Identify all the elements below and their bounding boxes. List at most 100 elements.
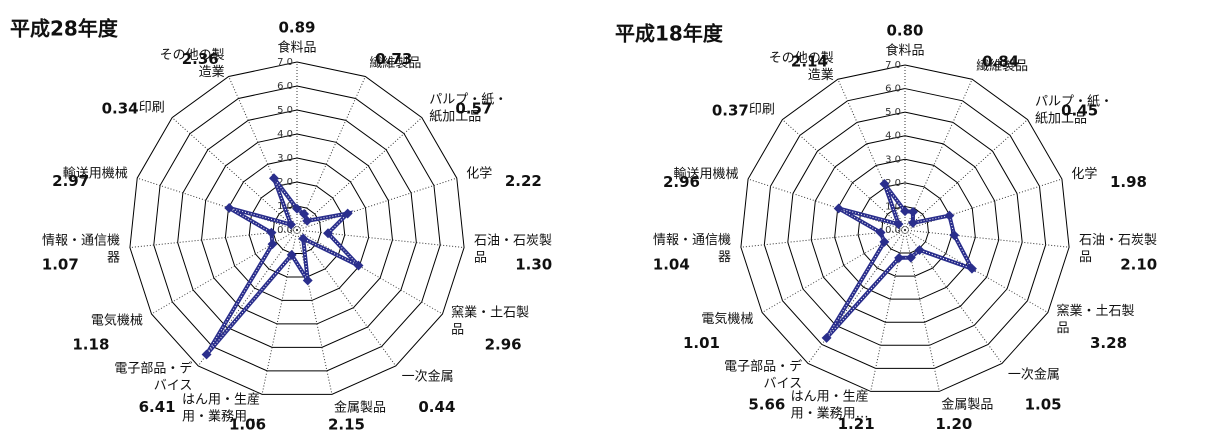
category-label: その他の製 [769, 51, 834, 66]
category-label: 窯業・土石製 [451, 305, 529, 321]
spoke [904, 229, 1049, 313]
category-label: パルプ・紙・ [1035, 95, 1113, 110]
marker [894, 252, 905, 263]
spoke [747, 178, 906, 231]
marker [285, 219, 296, 230]
r-tick-label: 0.0 [885, 225, 901, 236]
spoke [904, 229, 1070, 248]
spoke [137, 177, 298, 231]
value-label: 1.98 [1110, 173, 1147, 191]
value-label: 0.73 [375, 50, 412, 68]
category-label: 品 [1079, 250, 1092, 265]
category-label: 用・業務用… [182, 409, 260, 425]
grid-ring [787, 111, 1023, 346]
category-label: 化学 [466, 165, 492, 181]
marker [944, 210, 955, 221]
value-label: 0.34 [102, 99, 139, 117]
category-label: 金属製品 [941, 397, 993, 413]
category-label: 輸送用機械 [63, 166, 128, 181]
marker [914, 245, 925, 255]
value-label: 2.22 [505, 172, 542, 190]
category-label: 紙加工品 [429, 110, 481, 125]
marker [323, 228, 333, 239]
chart-title: 平成18年度 [615, 22, 724, 46]
category-label: 金属製品 [334, 400, 386, 416]
value-label: 6.41 [139, 398, 176, 416]
spoke [904, 79, 973, 231]
category-label: 繊維製品 [976, 58, 1028, 74]
category-label: 印刷 [139, 101, 165, 116]
spoke [807, 229, 906, 364]
marker [949, 230, 960, 241]
spoke [296, 177, 457, 231]
category-label: 繊維製品 [369, 55, 421, 71]
value-label: 2.96 [663, 173, 700, 191]
grid-ring [740, 64, 1070, 392]
value-label: 1.04 [653, 255, 690, 273]
marker [224, 203, 235, 213]
r-tick-label: 4.0 [277, 129, 293, 140]
marker [266, 227, 277, 238]
radar-chart: 平成28年度0.01.02.03.04.05.06.07.0食料品0.89繊維製… [10, 17, 552, 434]
marker [833, 203, 844, 214]
marker [292, 203, 302, 214]
category-label: 石油・石炭製 [474, 234, 552, 249]
r-tick-label: 7.0 [277, 57, 293, 68]
spoke [296, 117, 423, 231]
category-label: 情報・通信機 [42, 234, 120, 249]
chart-title: 平成28年度 [10, 17, 119, 41]
category-label: 一次金属 [402, 369, 454, 385]
value-label: 1.06 [229, 416, 266, 434]
marker [298, 233, 309, 244]
marker [201, 349, 212, 360]
value-label: 1.01 [683, 334, 720, 352]
grid-ring [763, 88, 1047, 369]
series-line [824, 182, 977, 340]
value-label: 1.18 [72, 336, 109, 354]
value-label: 1.20 [935, 415, 972, 433]
grid-ring [834, 158, 976, 300]
radar-chart: 平成18年度0.01.02.03.04.05.06.07.0食料品0.80繊維製… [615, 22, 1157, 434]
category-label: 窯業・土石製 [1057, 303, 1135, 319]
r-tick-label: 5.0 [277, 105, 293, 116]
marker [879, 178, 890, 189]
series-line-inner [206, 177, 359, 355]
value-label: 2.14 [791, 53, 828, 71]
grid-ring [224, 157, 370, 301]
category-label: はん用・生産 [791, 389, 869, 405]
marker [908, 206, 919, 217]
r-tick-label: 7.0 [885, 60, 901, 71]
value-label: 0.45 [1061, 101, 1098, 119]
category-label: その他の製 [160, 48, 225, 63]
marker [302, 215, 313, 226]
category-label: 品 [451, 323, 464, 338]
marker [967, 263, 977, 274]
value-label: 0.37 [712, 101, 749, 119]
category-label: 情報・通信機 [653, 233, 731, 248]
category-label: 輸送用機械 [674, 167, 739, 182]
r-tick-label: 5.0 [885, 107, 901, 118]
value-label: 1.05 [1025, 395, 1062, 413]
value-label: 1.21 [838, 415, 875, 433]
r-tick-label: 2.0 [885, 178, 901, 189]
spoke [296, 229, 333, 395]
marker [821, 332, 832, 343]
marker [342, 208, 353, 219]
category-label: 印刷 [749, 103, 775, 118]
value-label: 2.10 [1120, 255, 1157, 273]
grid-ring [201, 133, 393, 325]
marker [302, 275, 313, 286]
value-label: 0.44 [418, 398, 455, 416]
spoke [782, 119, 906, 231]
value-label: 0.57 [455, 99, 492, 117]
spoke [296, 229, 443, 315]
r-tick-label: 6.0 [277, 81, 293, 92]
category-label: 器 [107, 251, 120, 266]
marker [900, 206, 910, 217]
category-label: 電気機械 [701, 311, 753, 327]
category-label: 電子部品・デ [114, 361, 192, 377]
value-label: 1.30 [515, 256, 552, 274]
grid-ring [248, 181, 346, 278]
category-label: パルプ・紙・ [429, 93, 507, 108]
